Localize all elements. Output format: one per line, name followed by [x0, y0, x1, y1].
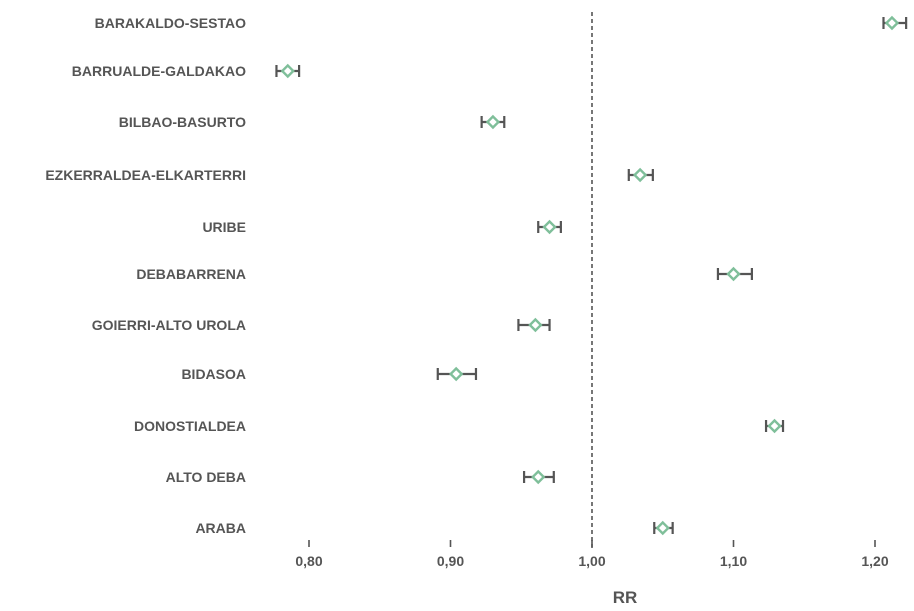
x-tick-label: 0,90 — [437, 553, 464, 569]
point-estimates — [280, 15, 900, 536]
point-estimate-marker — [448, 366, 464, 382]
x-axis: 0,80 0,90 1,00 1,10 1,20 — [295, 540, 889, 569]
category-label: ARABA — [195, 520, 246, 536]
point-estimate-marker — [531, 469, 546, 485]
category-label: BILBAO-BASURTO — [119, 114, 246, 130]
category-labels: BARAKALDO-SESTAO BARRUALDE-GALDAKAO BILBAO… — [45, 15, 246, 536]
x-tick-label: 0,80 — [295, 553, 322, 569]
point-estimate-marker — [280, 63, 295, 79]
x-tick-label: 1,20 — [861, 553, 888, 569]
category-label: DEBABARRENA — [136, 266, 246, 282]
category-label: GOIERRI-ALTO UROLA — [92, 317, 246, 333]
category-label: URIBE — [202, 219, 246, 235]
x-tick-label: 1,00 — [578, 553, 605, 569]
category-label: ALTO DEBA — [166, 469, 246, 485]
point-estimate-marker — [767, 418, 782, 434]
point-estimate-marker — [726, 266, 741, 282]
category-label: BARRUALDE-GALDAKAO — [72, 63, 246, 79]
x-axis-title: RR — [613, 588, 638, 607]
point-estimate-marker — [655, 520, 670, 536]
point-estimate-marker — [485, 114, 501, 130]
category-label: BIDASOA — [181, 366, 246, 382]
point-estimate-marker — [542, 219, 557, 235]
category-label: DONOSTIALDEA — [134, 418, 246, 434]
point-estimate-marker — [528, 317, 543, 333]
x-tick-label: 1,10 — [720, 553, 747, 569]
point-estimate-marker — [884, 15, 900, 31]
category-label: BARAKALDO-SESTAO — [95, 15, 247, 31]
point-estimate-marker — [632, 167, 648, 183]
category-label: EZKERRALDEA-ELKARTERRI — [45, 167, 246, 183]
